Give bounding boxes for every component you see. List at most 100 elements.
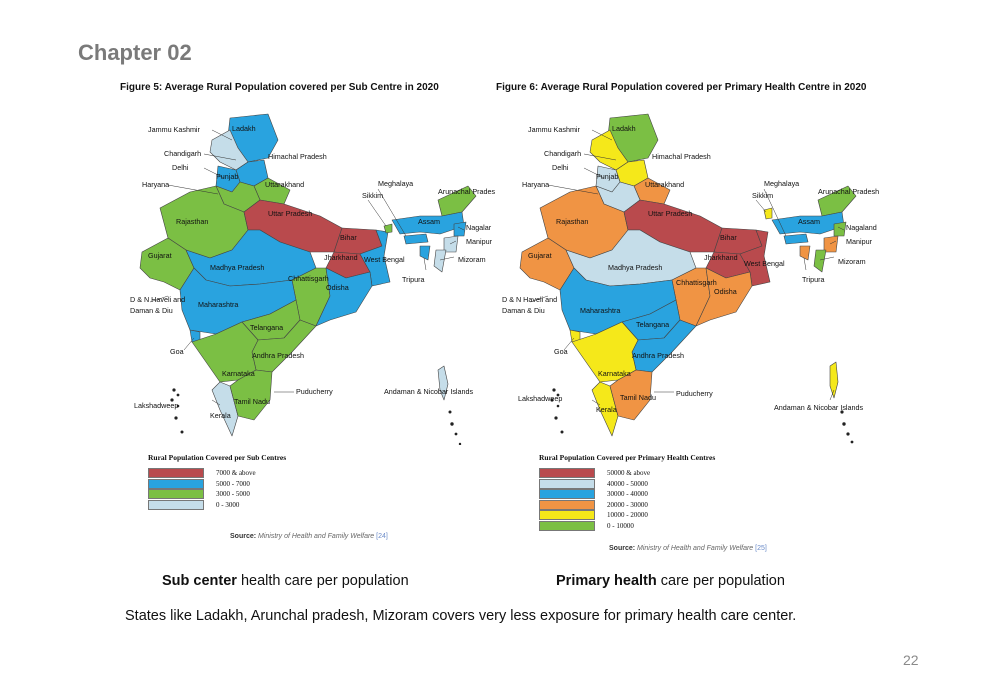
- legend-item: 7000 & above: [148, 468, 286, 479]
- state-label: Madhya Pradesh: [608, 263, 662, 272]
- state-mizoram: [433, 249, 447, 273]
- state-label: Jharkhand: [324, 253, 358, 262]
- chapter-heading: Chapter 02: [78, 40, 192, 65]
- state-label: Haryana: [142, 180, 169, 189]
- page-number: 22: [903, 652, 919, 668]
- state-manipur: [823, 235, 839, 253]
- state-label: Chandigarh: [544, 149, 581, 158]
- legend-label: 0 - 10000: [607, 521, 634, 530]
- state-label: Bihar: [720, 233, 737, 242]
- legend-swatch: [539, 520, 595, 531]
- left-caption: Sub center health care per population: [162, 573, 409, 589]
- legend-swatch: [539, 468, 595, 479]
- state-label: Himachal Pradesh: [268, 152, 327, 161]
- state-tamil-nadu: [229, 369, 273, 421]
- state-label: Tamil Nadu: [620, 393, 656, 402]
- state-mizoram: [813, 249, 827, 273]
- state-label: Andhra Pradesh: [632, 351, 684, 360]
- state-label: Meghalaya: [764, 179, 799, 188]
- state-label: Ladakh: [232, 124, 256, 133]
- state-label: Jammu Kashmir: [148, 125, 201, 134]
- state-karnataka: [571, 321, 639, 383]
- state-label: Kerala: [210, 411, 231, 420]
- figure-6-title: Figure 6: Average Rural Population cover…: [496, 82, 867, 93]
- legend-label: 3000 - 5000: [216, 490, 250, 499]
- state-label: Manipur: [846, 237, 873, 246]
- legend-swatch: [148, 468, 204, 479]
- state-label: Odisha: [326, 283, 349, 292]
- state-label-layer: Ladakh Jammu Kashmir Chandigarh Himachal…: [502, 124, 879, 414]
- legend-swatch: [148, 499, 204, 510]
- state-label: Uttar Pradesh: [268, 209, 312, 218]
- state-label: Mizoram: [458, 255, 486, 264]
- state-label: Nagaland: [846, 223, 877, 232]
- legend-label: 7000 & above: [216, 469, 256, 478]
- state-label: Arunachal Prades: [438, 187, 496, 196]
- state-label: Lakshadweep: [518, 394, 562, 403]
- state-label: Daman & Diu: [502, 306, 545, 315]
- state-label: Nagalar: [466, 223, 492, 232]
- island-dots: [170, 388, 462, 445]
- leader-lines: [529, 129, 845, 406]
- state-andaman-nicobar: [437, 365, 449, 401]
- state-arunachal-pradesh: [437, 185, 477, 217]
- state-label: Rajasthan: [176, 217, 208, 226]
- island-dots: [550, 388, 854, 444]
- state-label: Assam: [798, 217, 820, 226]
- state-label: Delhi: [552, 163, 569, 172]
- state-label: Puducherry: [676, 389, 713, 398]
- state-label: Odisha: [714, 287, 737, 296]
- state-label: Gujarat: [148, 251, 172, 260]
- legend-title: Rural Population Covered per Sub Centres: [148, 453, 287, 462]
- state-label: Sikkim: [752, 191, 773, 200]
- state-label: Kerala: [596, 405, 617, 414]
- state-label: Tripura: [802, 275, 825, 284]
- legend-label: 10000 - 20000: [607, 511, 648, 520]
- state-meghalaya: [783, 233, 809, 245]
- state-label: Uttarakhand: [265, 180, 304, 189]
- figure-6-source: Source: Ministry of Health and Family We…: [609, 545, 767, 552]
- state-tripura: [419, 245, 431, 261]
- state-label: Telangana: [250, 323, 283, 332]
- state-odisha: [695, 267, 753, 327]
- sub-centre-coverage-map: Ladakh Jammu Kashmir Chandigarh Himachal…: [130, 113, 496, 445]
- state-karnataka: [191, 321, 259, 383]
- figure-5-source: Source: Ministry of Health and Family We…: [230, 533, 388, 540]
- legend-label: 30000 - 40000: [607, 490, 648, 499]
- state-nagaland: [453, 221, 467, 237]
- state-label: Manipur: [466, 237, 493, 246]
- state-tamil-nadu: [609, 369, 653, 421]
- legend-item: 10000 - 20000: [539, 510, 715, 521]
- state-label: Bihar: [340, 233, 357, 242]
- state-label-layer: Ladakh Jammu Kashmir Chandigarh Himachal…: [130, 124, 496, 420]
- figure-6-legend: Rural Population Covered per Primary Hea…: [539, 453, 715, 531]
- legend-swatch: [148, 489, 204, 500]
- state-label: Karnataka: [222, 369, 255, 378]
- legend-rows: 7000 & above 5000 - 7000 3000 - 5000 0 - 30…: [148, 468, 286, 510]
- state-label: Chhattisgarh: [676, 278, 717, 287]
- state-label: Daman & Diu: [130, 306, 173, 315]
- legend-title: Rural Population Covered per Primary Hea…: [539, 453, 716, 462]
- state-label: Chandigarh: [164, 149, 201, 158]
- state-label: Punjab: [596, 172, 618, 181]
- legend-swatch: [539, 510, 595, 521]
- legend-label: 40000 - 50000: [607, 479, 648, 488]
- state-label: Uttar Pradesh: [648, 209, 692, 218]
- state-label: D & N Haveli and: [130, 295, 185, 304]
- state-label: Maharashtra: [198, 300, 238, 309]
- state-label: Sikkim: [362, 191, 383, 200]
- state-label: Goa: [554, 347, 568, 356]
- legend-item: 5000 - 7000: [148, 478, 286, 490]
- state-label: D & N Haveli and: [502, 295, 557, 304]
- state-label: Haryana: [522, 180, 549, 189]
- legend-item: 0 - 3000: [148, 499, 286, 511]
- legend-label: 0 - 3000: [216, 500, 240, 509]
- state-label: Punjab: [216, 172, 238, 181]
- state-tripura: [799, 245, 811, 261]
- state-nagaland: [833, 221, 847, 237]
- state-label: Rajasthan: [556, 217, 588, 226]
- state-sikkim: [383, 223, 393, 234]
- state-label: Ladakh: [612, 124, 636, 133]
- state-label: Arunachal Pradesh: [818, 187, 879, 196]
- figure-5-title: Figure 5: Average Rural Population cover…: [120, 82, 439, 93]
